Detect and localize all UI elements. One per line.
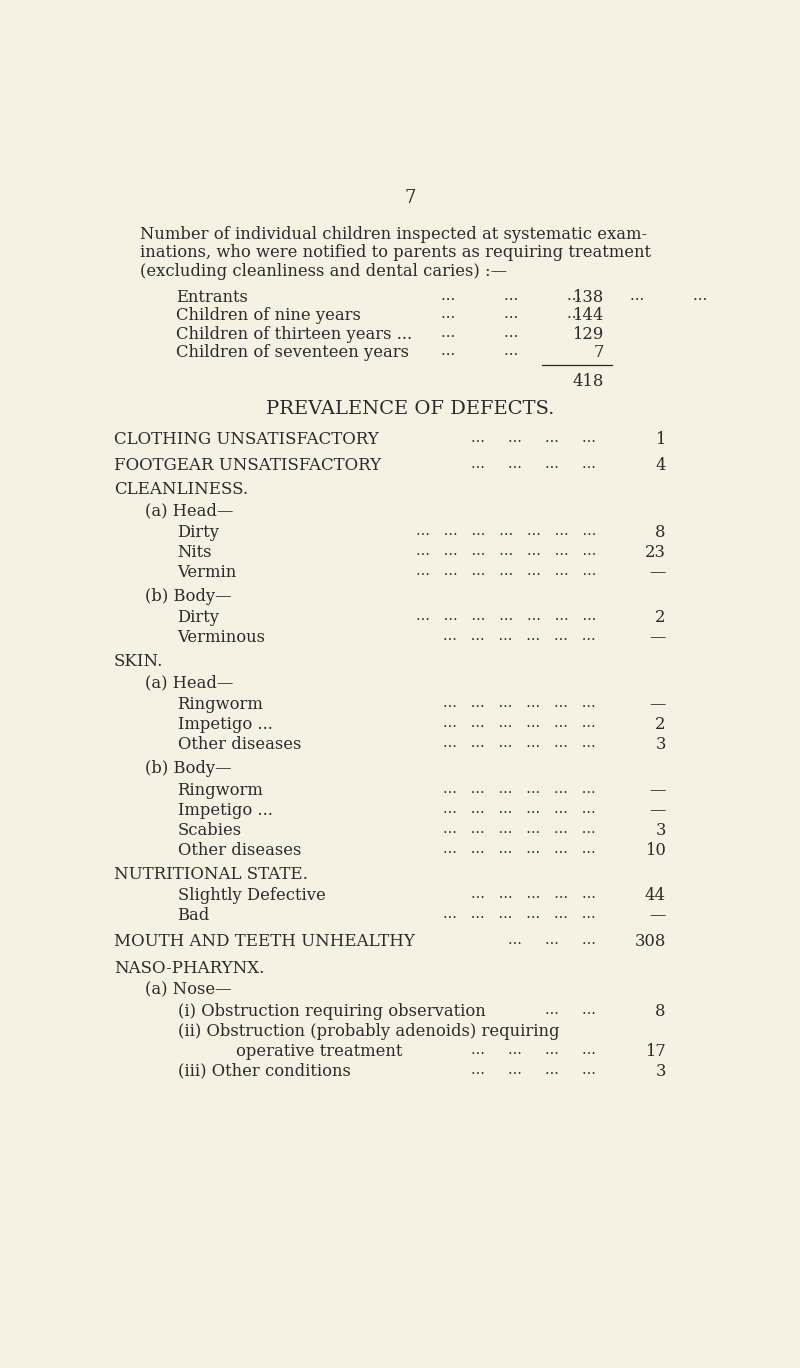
Text: ...   ...   ...   ...   ...   ...: ... ... ... ... ... ... — [443, 696, 596, 710]
Text: (a) Nose—: (a) Nose— — [145, 981, 231, 999]
Text: 4: 4 — [655, 457, 666, 473]
Text: ...   ...   ...   ...   ...: ... ... ... ... ... — [471, 888, 596, 902]
Text: ...   ...   ...   ...   ...   ...: ... ... ... ... ... ... — [443, 629, 596, 643]
Text: NASO-PHARYNX.: NASO-PHARYNX. — [114, 959, 264, 977]
Text: ...          ...: ... ... — [441, 326, 518, 339]
Text: 308: 308 — [634, 933, 666, 951]
Text: 8: 8 — [655, 524, 666, 540]
Text: Nits: Nits — [178, 543, 212, 561]
Text: ...   ...   ...   ...   ...   ...: ... ... ... ... ... ... — [443, 717, 596, 731]
Text: ...     ...     ...: ... ... ... — [508, 933, 596, 948]
Text: ...     ...     ...     ...: ... ... ... ... — [471, 431, 596, 445]
Text: ...   ...   ...   ...   ...   ...   ...: ... ... ... ... ... ... ... — [416, 543, 596, 558]
Text: ...     ...: ... ... — [545, 1003, 596, 1016]
Text: Vermin: Vermin — [178, 564, 237, 581]
Text: ...          ...          ...: ... ... ... — [441, 308, 582, 321]
Text: Children of nine years: Children of nine years — [176, 308, 361, 324]
Text: Number of individual children inspected at systematic exam-: Number of individual children inspected … — [140, 226, 647, 242]
Text: Other diseases: Other diseases — [178, 841, 301, 859]
Text: ...   ...   ...   ...   ...   ...: ... ... ... ... ... ... — [443, 736, 596, 750]
Text: Other diseases: Other diseases — [178, 736, 301, 754]
Text: —: — — [650, 629, 666, 646]
Text: Ringworm: Ringworm — [178, 781, 263, 799]
Text: Slightly Defective: Slightly Defective — [178, 888, 326, 904]
Text: (b) Body—: (b) Body— — [145, 588, 231, 605]
Text: 1: 1 — [655, 431, 666, 447]
Text: Dirty: Dirty — [178, 609, 219, 627]
Text: SKIN.: SKIN. — [114, 653, 163, 670]
Text: ...   ...   ...   ...   ...   ...: ... ... ... ... ... ... — [443, 822, 596, 836]
Text: (a) Head—: (a) Head— — [145, 502, 234, 520]
Text: 3: 3 — [655, 822, 666, 839]
Text: —: — — [650, 696, 666, 713]
Text: (i) Obstruction requiring observation: (i) Obstruction requiring observation — [178, 1003, 486, 1019]
Text: (excluding cleanliness and dental caries) :—: (excluding cleanliness and dental caries… — [140, 263, 507, 279]
Text: 418: 418 — [572, 373, 604, 390]
Text: (b) Body—: (b) Body— — [145, 761, 231, 777]
Text: CLOTHING UNSATISFACTORY: CLOTHING UNSATISFACTORY — [114, 431, 378, 447]
Text: Impetigo ...: Impetigo ... — [178, 717, 272, 733]
Text: 44: 44 — [645, 888, 666, 904]
Text: NUTRITIONAL STATE.: NUTRITIONAL STATE. — [114, 866, 308, 882]
Text: operative treatment: operative treatment — [236, 1042, 402, 1060]
Text: 23: 23 — [645, 543, 666, 561]
Text: 3: 3 — [655, 736, 666, 754]
Text: ...     ...     ...     ...: ... ... ... ... — [471, 457, 596, 471]
Text: ...   ...   ...   ...   ...   ...   ...: ... ... ... ... ... ... ... — [416, 609, 596, 624]
Text: FOOTGEAR UNSATISFACTORY: FOOTGEAR UNSATISFACTORY — [114, 457, 381, 473]
Text: 7: 7 — [404, 189, 416, 207]
Text: inations, who were notified to parents as requiring treatment: inations, who were notified to parents a… — [140, 245, 651, 261]
Text: Dirty: Dirty — [178, 524, 219, 540]
Text: ...   ...   ...   ...   ...   ...: ... ... ... ... ... ... — [443, 781, 596, 796]
Text: ...     ...     ...     ...: ... ... ... ... — [471, 1063, 596, 1077]
Text: 7: 7 — [594, 345, 604, 361]
Text: Children of seventeen years: Children of seventeen years — [176, 345, 409, 361]
Text: (ii) Obstruction (probably adenoids) requiring: (ii) Obstruction (probably adenoids) req… — [178, 1023, 559, 1040]
Text: ...   ...   ...   ...   ...   ...: ... ... ... ... ... ... — [443, 907, 596, 921]
Text: 144: 144 — [572, 308, 604, 324]
Text: 138: 138 — [573, 289, 604, 306]
Text: PREVALENCE OF DEFECTS.: PREVALENCE OF DEFECTS. — [266, 399, 554, 417]
Text: —: — — [650, 781, 666, 799]
Text: Verminous: Verminous — [178, 629, 266, 646]
Text: Impetigo ...: Impetigo ... — [178, 802, 272, 818]
Text: (iii) Other conditions: (iii) Other conditions — [178, 1063, 350, 1079]
Text: Children of thirteen years ...: Children of thirteen years ... — [176, 326, 412, 343]
Text: 2: 2 — [655, 717, 666, 733]
Text: ...   ...   ...   ...   ...   ...   ...: ... ... ... ... ... ... ... — [416, 564, 596, 577]
Text: (a) Head—: (a) Head— — [145, 674, 234, 692]
Text: —: — — [650, 907, 666, 925]
Text: —: — — [650, 802, 666, 818]
Text: ...     ...     ...     ...: ... ... ... ... — [471, 1042, 596, 1056]
Text: Bad: Bad — [178, 907, 210, 925]
Text: ...          ...: ... ... — [441, 345, 518, 358]
Text: 8: 8 — [655, 1003, 666, 1019]
Text: MOUTH AND TEETH UNHEALTHY: MOUTH AND TEETH UNHEALTHY — [114, 933, 415, 951]
Text: ...   ...   ...   ...   ...   ...   ...: ... ... ... ... ... ... ... — [416, 524, 596, 538]
Text: ...   ...   ...   ...   ...   ...: ... ... ... ... ... ... — [443, 802, 596, 815]
Text: —: — — [650, 564, 666, 581]
Text: ...   ...   ...   ...   ...   ...: ... ... ... ... ... ... — [443, 841, 596, 856]
Text: Entrants: Entrants — [176, 289, 248, 306]
Text: 129: 129 — [572, 326, 604, 343]
Text: 3: 3 — [655, 1063, 666, 1079]
Text: Scabies: Scabies — [178, 822, 242, 839]
Text: 17: 17 — [645, 1042, 666, 1060]
Text: Ringworm: Ringworm — [178, 696, 263, 713]
Text: 10: 10 — [645, 841, 666, 859]
Text: 2: 2 — [655, 609, 666, 627]
Text: ...          ...          ...          ...          ...: ... ... ... ... ... — [441, 289, 707, 302]
Text: CLEANLINESS.: CLEANLINESS. — [114, 480, 248, 498]
